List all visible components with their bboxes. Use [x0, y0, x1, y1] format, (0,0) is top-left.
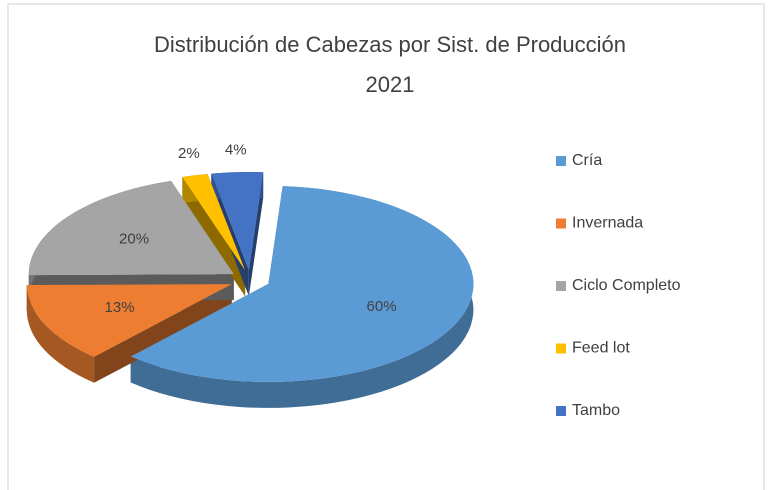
data-label: 20%: [119, 231, 149, 248]
legend-swatch: [556, 281, 566, 291]
pie-slice: [182, 173, 246, 271]
chart-subtitle: 2021: [366, 72, 415, 97]
pie-slice: [26, 284, 232, 357]
data-label: 2%: [178, 145, 200, 162]
pie-slice: [211, 172, 264, 271]
data-label: 13%: [105, 299, 135, 316]
legend-swatch: [556, 156, 566, 166]
slice-wall: [248, 172, 264, 297]
data-label: 4%: [225, 141, 247, 158]
data-label: 60%: [367, 298, 397, 315]
pie-labels: 60% 13% 20% 2% 4%: [105, 141, 397, 316]
legend-label: Ciclo Completo: [572, 277, 681, 294]
pie-slice: [28, 180, 234, 276]
pie-slice: [130, 186, 474, 382]
legend-label: Tambo: [572, 402, 620, 419]
legend-label: Cría: [572, 152, 602, 169]
legend-label: Feed lot: [572, 340, 630, 357]
legend-swatch: [556, 218, 566, 229]
chart-title: Distribución de Cabezas por Sist. de Pro…: [154, 32, 626, 57]
slice-side: [130, 186, 474, 408]
legend-label: Invernada: [572, 215, 643, 232]
legend-swatch: [556, 343, 566, 354]
slice-side: [26, 285, 95, 383]
legend-swatch: [556, 406, 566, 416]
pie-tops: [26, 172, 474, 382]
slice-wall: [182, 177, 246, 297]
